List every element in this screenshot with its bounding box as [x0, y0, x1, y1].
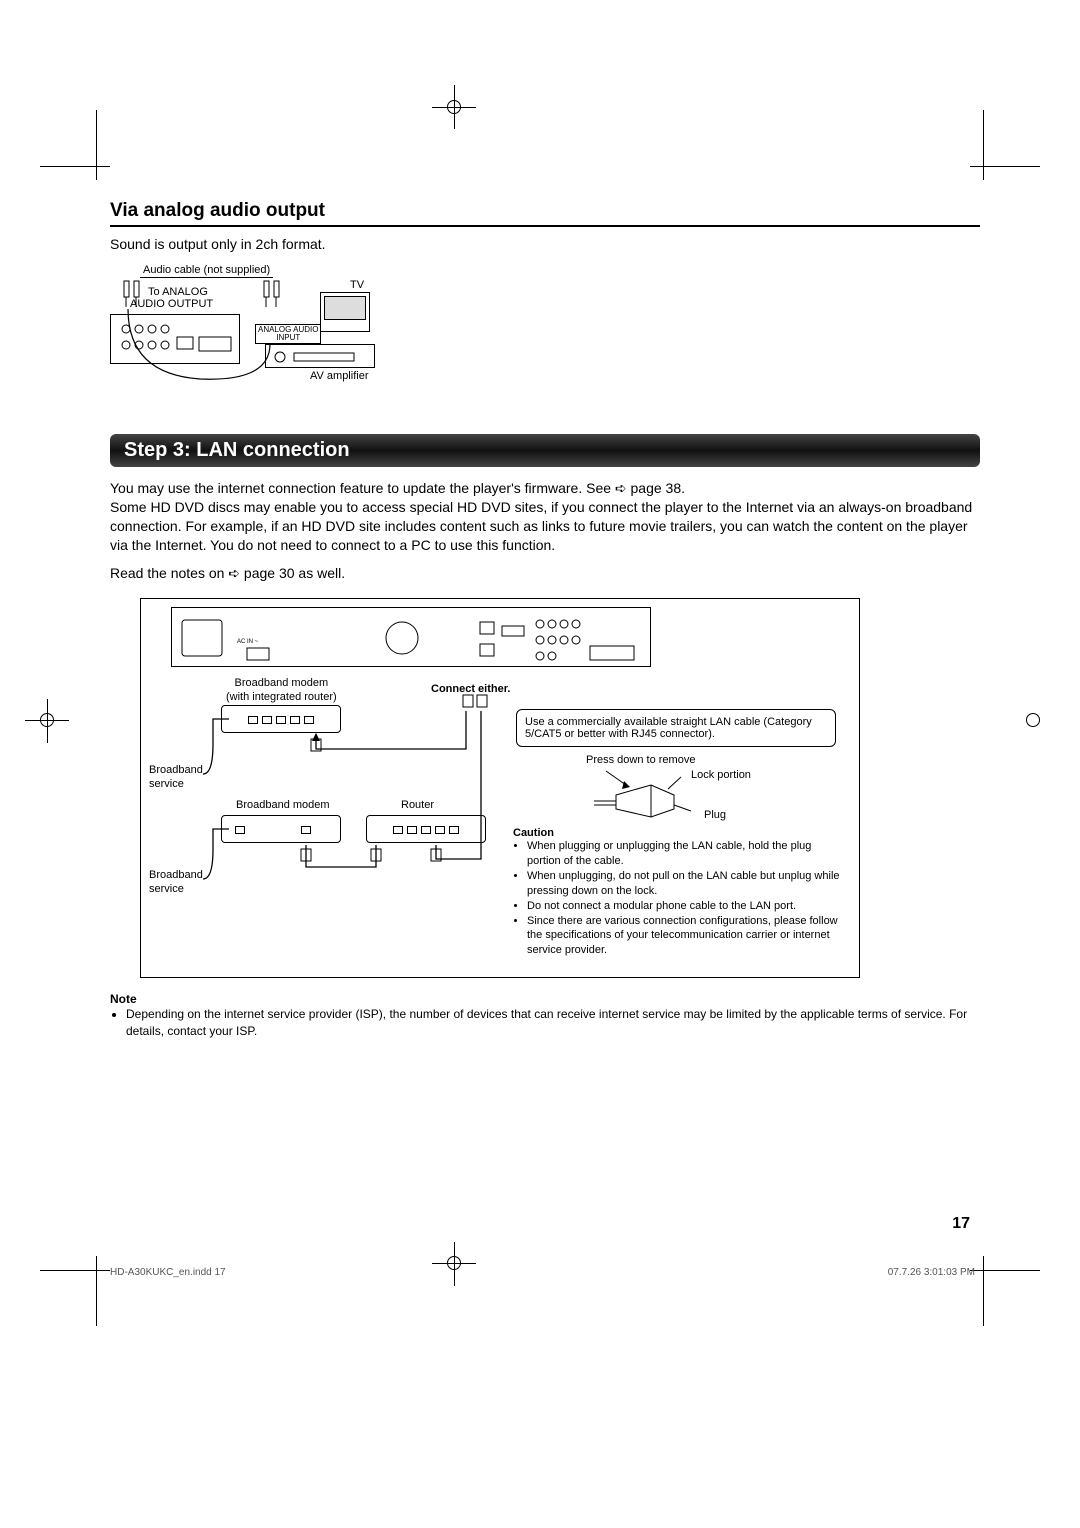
- caution-item-4: Since there are various connection confi…: [527, 914, 843, 959]
- lan-para1: You may use the internet connection feat…: [110, 479, 980, 498]
- caution-heading: Caution: [513, 827, 843, 839]
- analog-figure: Audio cable (not supplied) To ANALOG AUD…: [110, 264, 410, 404]
- lan-figure: AC IN ~ Broadband modem (with integrated…: [140, 598, 860, 978]
- footer-timestamp: 07.7.26 3:01:03 PM: [888, 1267, 975, 1278]
- page-number: 17: [952, 1215, 970, 1233]
- lan-para3: Read the notes on ➪ page 30 as well.: [110, 564, 980, 583]
- step3-heading-bar: Step 3: LAN connection: [110, 434, 980, 467]
- caution-item-1: When plugging or unplugging the LAN cabl…: [527, 839, 843, 869]
- note-heading: Note: [110, 992, 980, 1006]
- section-heading-analog: Via analog audio output: [110, 200, 980, 227]
- analog-subtext: Sound is output only in 2ch format.: [110, 235, 980, 254]
- caution-item-3: Do not connect a modular phone cable to …: [527, 899, 843, 914]
- footer-filename: HD-A30KUKC_en.indd 17: [110, 1267, 226, 1278]
- note-text: Depending on the internet service provid…: [126, 1006, 980, 1038]
- lan-para2: Some HD DVD discs may enable you to acce…: [110, 498, 980, 555]
- caution-item-2: When unplugging, do not pull on the LAN …: [527, 869, 843, 899]
